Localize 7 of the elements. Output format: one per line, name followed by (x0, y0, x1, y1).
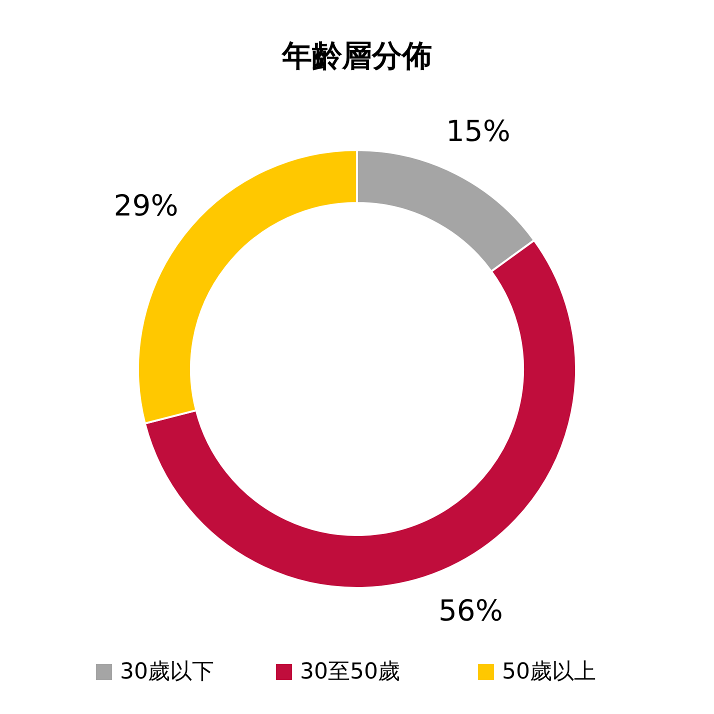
legend-label: 30至50歲 (300, 660, 400, 684)
data-label: 15% (446, 114, 510, 148)
legend-label: 30歲以下 (120, 660, 214, 684)
chart-title: 年齡層分佈 (281, 39, 432, 74)
data-label: 29% (114, 188, 178, 222)
data-label: 56% (438, 594, 503, 628)
legend-label: 50歲以上 (502, 660, 596, 684)
